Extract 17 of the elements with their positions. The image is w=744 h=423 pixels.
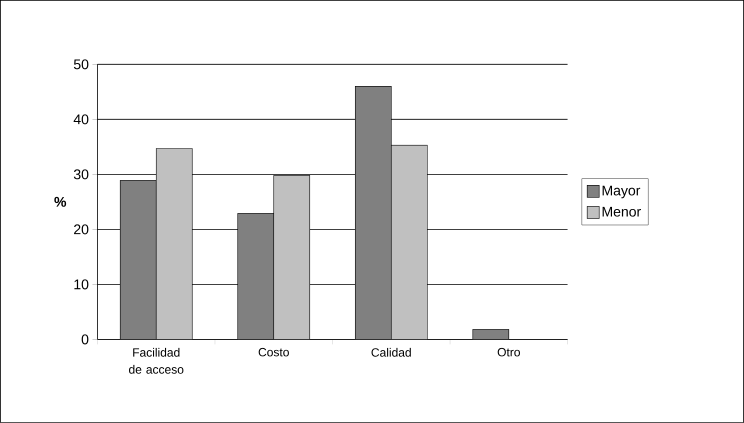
bar [237,213,274,340]
y-tick-label: 50 [74,59,88,70]
y-tick-label: 40 [74,114,88,124]
x-tick-label: Costo [258,348,289,356]
y-tick-label: 20 [74,224,88,234]
y-tick-label: 10 [74,279,88,290]
bar [472,329,510,340]
bar [120,180,157,340]
legend-label: Mayor [602,186,640,198]
y-tick-label: 30 [74,169,88,180]
y-tick-label: 0 [82,334,88,344]
y-axis-title: % [54,196,66,207]
x-tick-label: Otro [498,348,520,356]
x-tick-label: Facilidad de acceso [129,348,184,374]
legend-label: Menor [602,206,641,217]
x-tick-label: Calidad [372,348,411,357]
bar [354,86,392,340]
